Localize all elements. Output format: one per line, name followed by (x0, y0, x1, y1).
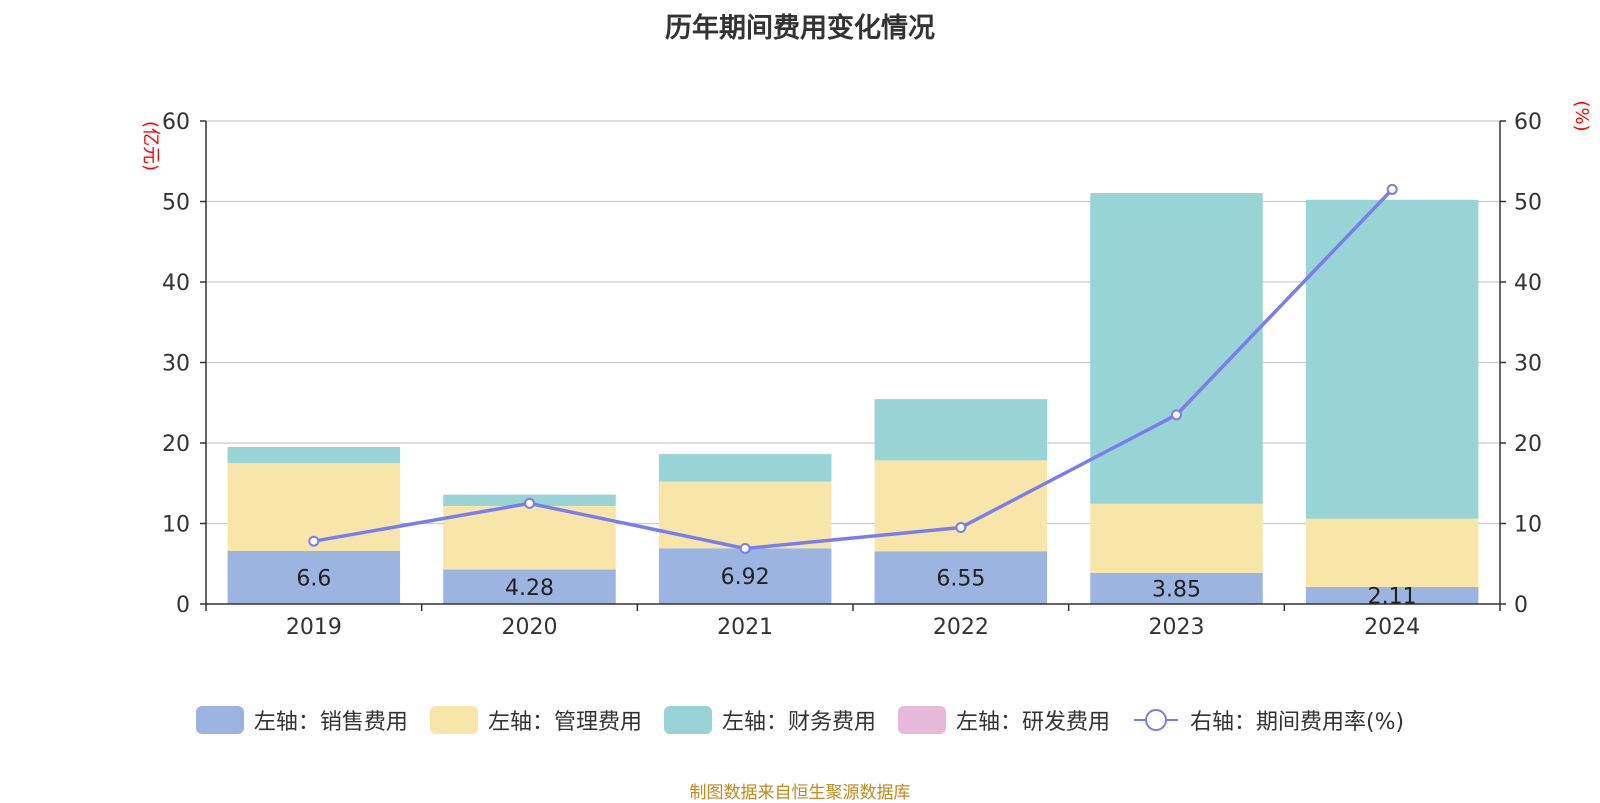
legend-item[interactable]: 左轴：研发费用 (897, 704, 1110, 736)
bar-series (227, 193, 1479, 604)
left-axis-tick-label: 60 (162, 110, 190, 135)
chart-title: 历年期间费用变化情况 (665, 13, 935, 44)
data-label: 6.55 (936, 567, 985, 592)
rate-line-series (308, 183, 1398, 554)
x-axis-tick-label: 2023 (1149, 615, 1205, 640)
right-axis-tick-label: 30 (1514, 352, 1542, 377)
legend-item[interactable]: 左轴：管理费用 (429, 704, 642, 736)
bar-finance (874, 399, 1048, 461)
bar-sales (227, 550, 401, 604)
right-axis-tick-label: 60 (1514, 110, 1542, 135)
data-label: 6.92 (721, 565, 770, 590)
right-axis-tick-label: 40 (1514, 271, 1542, 296)
left-axis-tick-label: 50 (162, 191, 190, 216)
bar-finance (1090, 193, 1263, 504)
bar-finance (1305, 199, 1479, 519)
legend-swatch (663, 706, 712, 734)
bar-finance (658, 454, 832, 482)
left-axis-tick-label: 30 (162, 352, 190, 377)
left-axis-unit: (亿元) (140, 121, 161, 171)
rate-point (1386, 183, 1398, 195)
x-axis-tick-label: 2020 (502, 615, 558, 640)
legend-label: 左轴：管理费用 (487, 710, 642, 735)
legend-label: 左轴：销售费用 (253, 710, 408, 735)
rate-point (739, 542, 751, 554)
bar-sales (874, 551, 1048, 604)
bar-finance (227, 447, 401, 464)
legend-line-icon (1133, 709, 1178, 731)
right-axis-unit: (%) (1571, 100, 1592, 131)
bar-admin (1090, 503, 1263, 574)
data-label: 4.28 (505, 576, 554, 601)
left-axis-tick-label: 40 (162, 271, 190, 296)
right-axis-tick-label: 10 (1514, 513, 1542, 538)
data-label: 3.85 (1152, 578, 1201, 603)
bar-sales (658, 548, 832, 604)
right-axis-tick-label: 50 (1514, 191, 1542, 216)
legend-label: 右轴：期间费用率(%) (1189, 710, 1405, 735)
legend-item[interactable]: 左轴：销售费用 (195, 704, 408, 736)
data-labels: 6.6 4.28 6.92 6.55 3.85 2.11 (296, 565, 1416, 609)
rate-point (955, 522, 967, 534)
x-axis-tick-label: 2019 (286, 615, 342, 640)
right-axis-tick-label: 0 (1514, 593, 1528, 618)
left-axis-tick-label: 0 (176, 593, 190, 618)
rate-line (313, 188, 1394, 551)
data-label: 2.11 (1368, 585, 1417, 610)
right-axis-tick-label: 20 (1514, 432, 1542, 457)
x-axis-tick-label: 2024 (1364, 615, 1420, 640)
bar-sales (1305, 587, 1479, 604)
legend-item[interactable]: 右轴：期间费用率(%) (1132, 704, 1404, 736)
bar-admin (874, 460, 1048, 552)
bar-sales (1090, 573, 1263, 604)
left-axis-tick-label: 10 (162, 513, 190, 538)
source-note: 制图数据来自恒生聚源数据库 (689, 783, 911, 803)
legend-swatch (195, 706, 244, 734)
left-axis-tick-label: 20 (162, 432, 190, 457)
legend-line-marker (1144, 709, 1167, 731)
bar-sales (443, 569, 616, 604)
rate-point (1171, 409, 1182, 421)
rate-point (524, 497, 535, 509)
bar-admin (658, 481, 832, 549)
x-axis-tick-label: 2022 (933, 615, 989, 640)
rate-point (308, 535, 320, 547)
legend-item[interactable]: 左轴：财务费用 (663, 704, 876, 736)
data-label: 6.6 (296, 566, 331, 591)
legend-label: 左轴：研发费用 (955, 710, 1110, 735)
x-axis-tick-label: 2021 (717, 615, 773, 640)
bar-admin (1305, 518, 1479, 588)
legend-label: 左轴：财务费用 (721, 710, 876, 735)
legend-swatch (897, 706, 946, 734)
legend: 左轴：销售费用 左轴：管理费用 左轴：财务费用 左轴：研发费用 右轴：期间费用率(%) (0, 704, 1600, 736)
legend-swatch (429, 706, 478, 734)
